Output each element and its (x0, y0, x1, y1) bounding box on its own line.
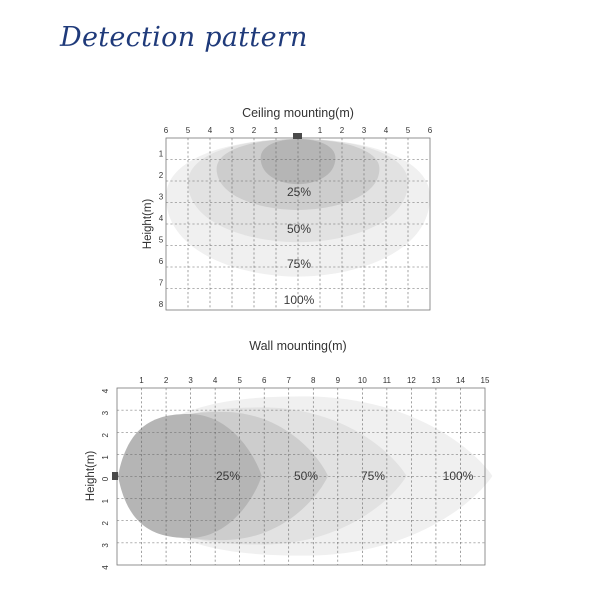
wall-x-tick: 5 (237, 376, 242, 385)
wall-zone-label: 50% (294, 469, 318, 483)
wall-x-tick: 12 (407, 376, 416, 385)
ceiling-zone-labels: 25% 50% 75% 100% (284, 185, 315, 307)
ceiling-caption: Ceiling mounting(m) (242, 106, 354, 120)
wall-y-axis-label: Height(m) (85, 451, 97, 502)
ceiling-x-tick: 1 (318, 126, 323, 135)
ceiling-diagram: Ceiling mounting(m) 6 5 4 3 2 1 1 2 3 4 5 6 1 2 3 4 5 6 7… (142, 106, 433, 311)
ceiling-y-ticks: 1 2 3 4 5 6 7 8 (159, 150, 164, 310)
wall-zone-label: 100% (443, 469, 474, 483)
page-title: Detection pattern (60, 22, 308, 53)
wall-y-tick-center: 0 (101, 476, 110, 481)
wall-y-ticks: 4 3 2 1 0 1 2 3 4 (101, 388, 110, 570)
ceiling-y-tick: 4 (159, 214, 164, 223)
ceiling-zone-label: 50% (287, 222, 311, 236)
ceiling-x-tick: 5 (406, 126, 411, 135)
wall-x-tick: 2 (164, 376, 169, 385)
ceiling-x-tick: 4 (384, 126, 389, 135)
wall-x-tick: 7 (287, 376, 292, 385)
wall-y-tick: 1 (101, 498, 110, 503)
wall-y-tick: 3 (101, 543, 110, 548)
wall-zone-3 (118, 414, 262, 538)
ceiling-x-tick: 1 (274, 126, 279, 135)
wall-y-tick: 3 (101, 410, 110, 415)
ceiling-x-tick: 4 (208, 126, 213, 135)
wall-x-tick: 8 (311, 376, 316, 385)
wall-x-tick: 15 (481, 376, 490, 385)
wall-x-tick: 13 (431, 376, 440, 385)
ceiling-x-tick: 3 (230, 126, 235, 135)
ceiling-y-tick: 8 (159, 300, 164, 309)
wall-x-ticks: 1 2 3 4 5 6 7 8 9 10 11 12 13 14 15 (139, 376, 490, 385)
wall-caption: Wall mounting(m) (249, 339, 346, 353)
ceiling-y-tick: 3 (159, 193, 164, 202)
ceiling-x-tick: 2 (340, 126, 345, 135)
ceiling-zone-label: 25% (287, 185, 311, 199)
ceiling-zone-label: 75% (287, 257, 311, 271)
wall-x-tick: 6 (262, 376, 267, 385)
wall-x-tick: 3 (188, 376, 193, 385)
wall-x-tick: 9 (336, 376, 341, 385)
wall-x-tick: 4 (213, 376, 218, 385)
wall-x-tick: 14 (456, 376, 465, 385)
wall-zone-labels: 25% 50% 75% 100% (216, 469, 474, 483)
ceiling-grid (166, 138, 430, 310)
ceiling-y-tick: 6 (159, 257, 164, 266)
ceiling-x-tick: 6 (428, 126, 433, 135)
ceiling-x-tick: 5 (186, 126, 191, 135)
wall-y-tick: 2 (101, 432, 110, 437)
wall-y-tick: 1 (101, 455, 110, 460)
wall-y-tick: 4 (101, 388, 110, 393)
wall-diagram: Wall mounting(m) 1 2 3 4 5 6 7 8 9 10 11 12 13 14 15 4… (85, 339, 493, 570)
wall-x-tick: 11 (383, 376, 392, 385)
wall-y-tick: 2 (101, 520, 110, 525)
wall-grid (117, 388, 485, 565)
ceiling-y-tick: 7 (159, 279, 164, 288)
ceiling-y-tick: 5 (159, 236, 164, 245)
wall-x-tick: 10 (358, 376, 367, 385)
ceiling-x-ticks: 6 5 4 3 2 1 1 2 3 4 5 6 (164, 126, 433, 135)
ceiling-y-tick: 1 (159, 150, 164, 159)
wall-sensor-icon (112, 472, 118, 480)
ceiling-zone-label: 100% (284, 293, 315, 307)
ceiling-y-axis-label: Height(m) (142, 199, 154, 250)
wall-zone-label: 25% (216, 469, 240, 483)
wall-y-tick: 4 (101, 565, 110, 570)
wall-zone-label: 75% (361, 469, 385, 483)
ceiling-sensor-icon (293, 133, 302, 139)
wall-x-tick: 1 (139, 376, 144, 385)
ceiling-x-tick: 3 (362, 126, 367, 135)
wall-zones (118, 396, 493, 556)
ceiling-y-tick: 2 (159, 171, 164, 180)
ceiling-x-tick: 6 (164, 126, 169, 135)
ceiling-x-tick: 2 (252, 126, 257, 135)
